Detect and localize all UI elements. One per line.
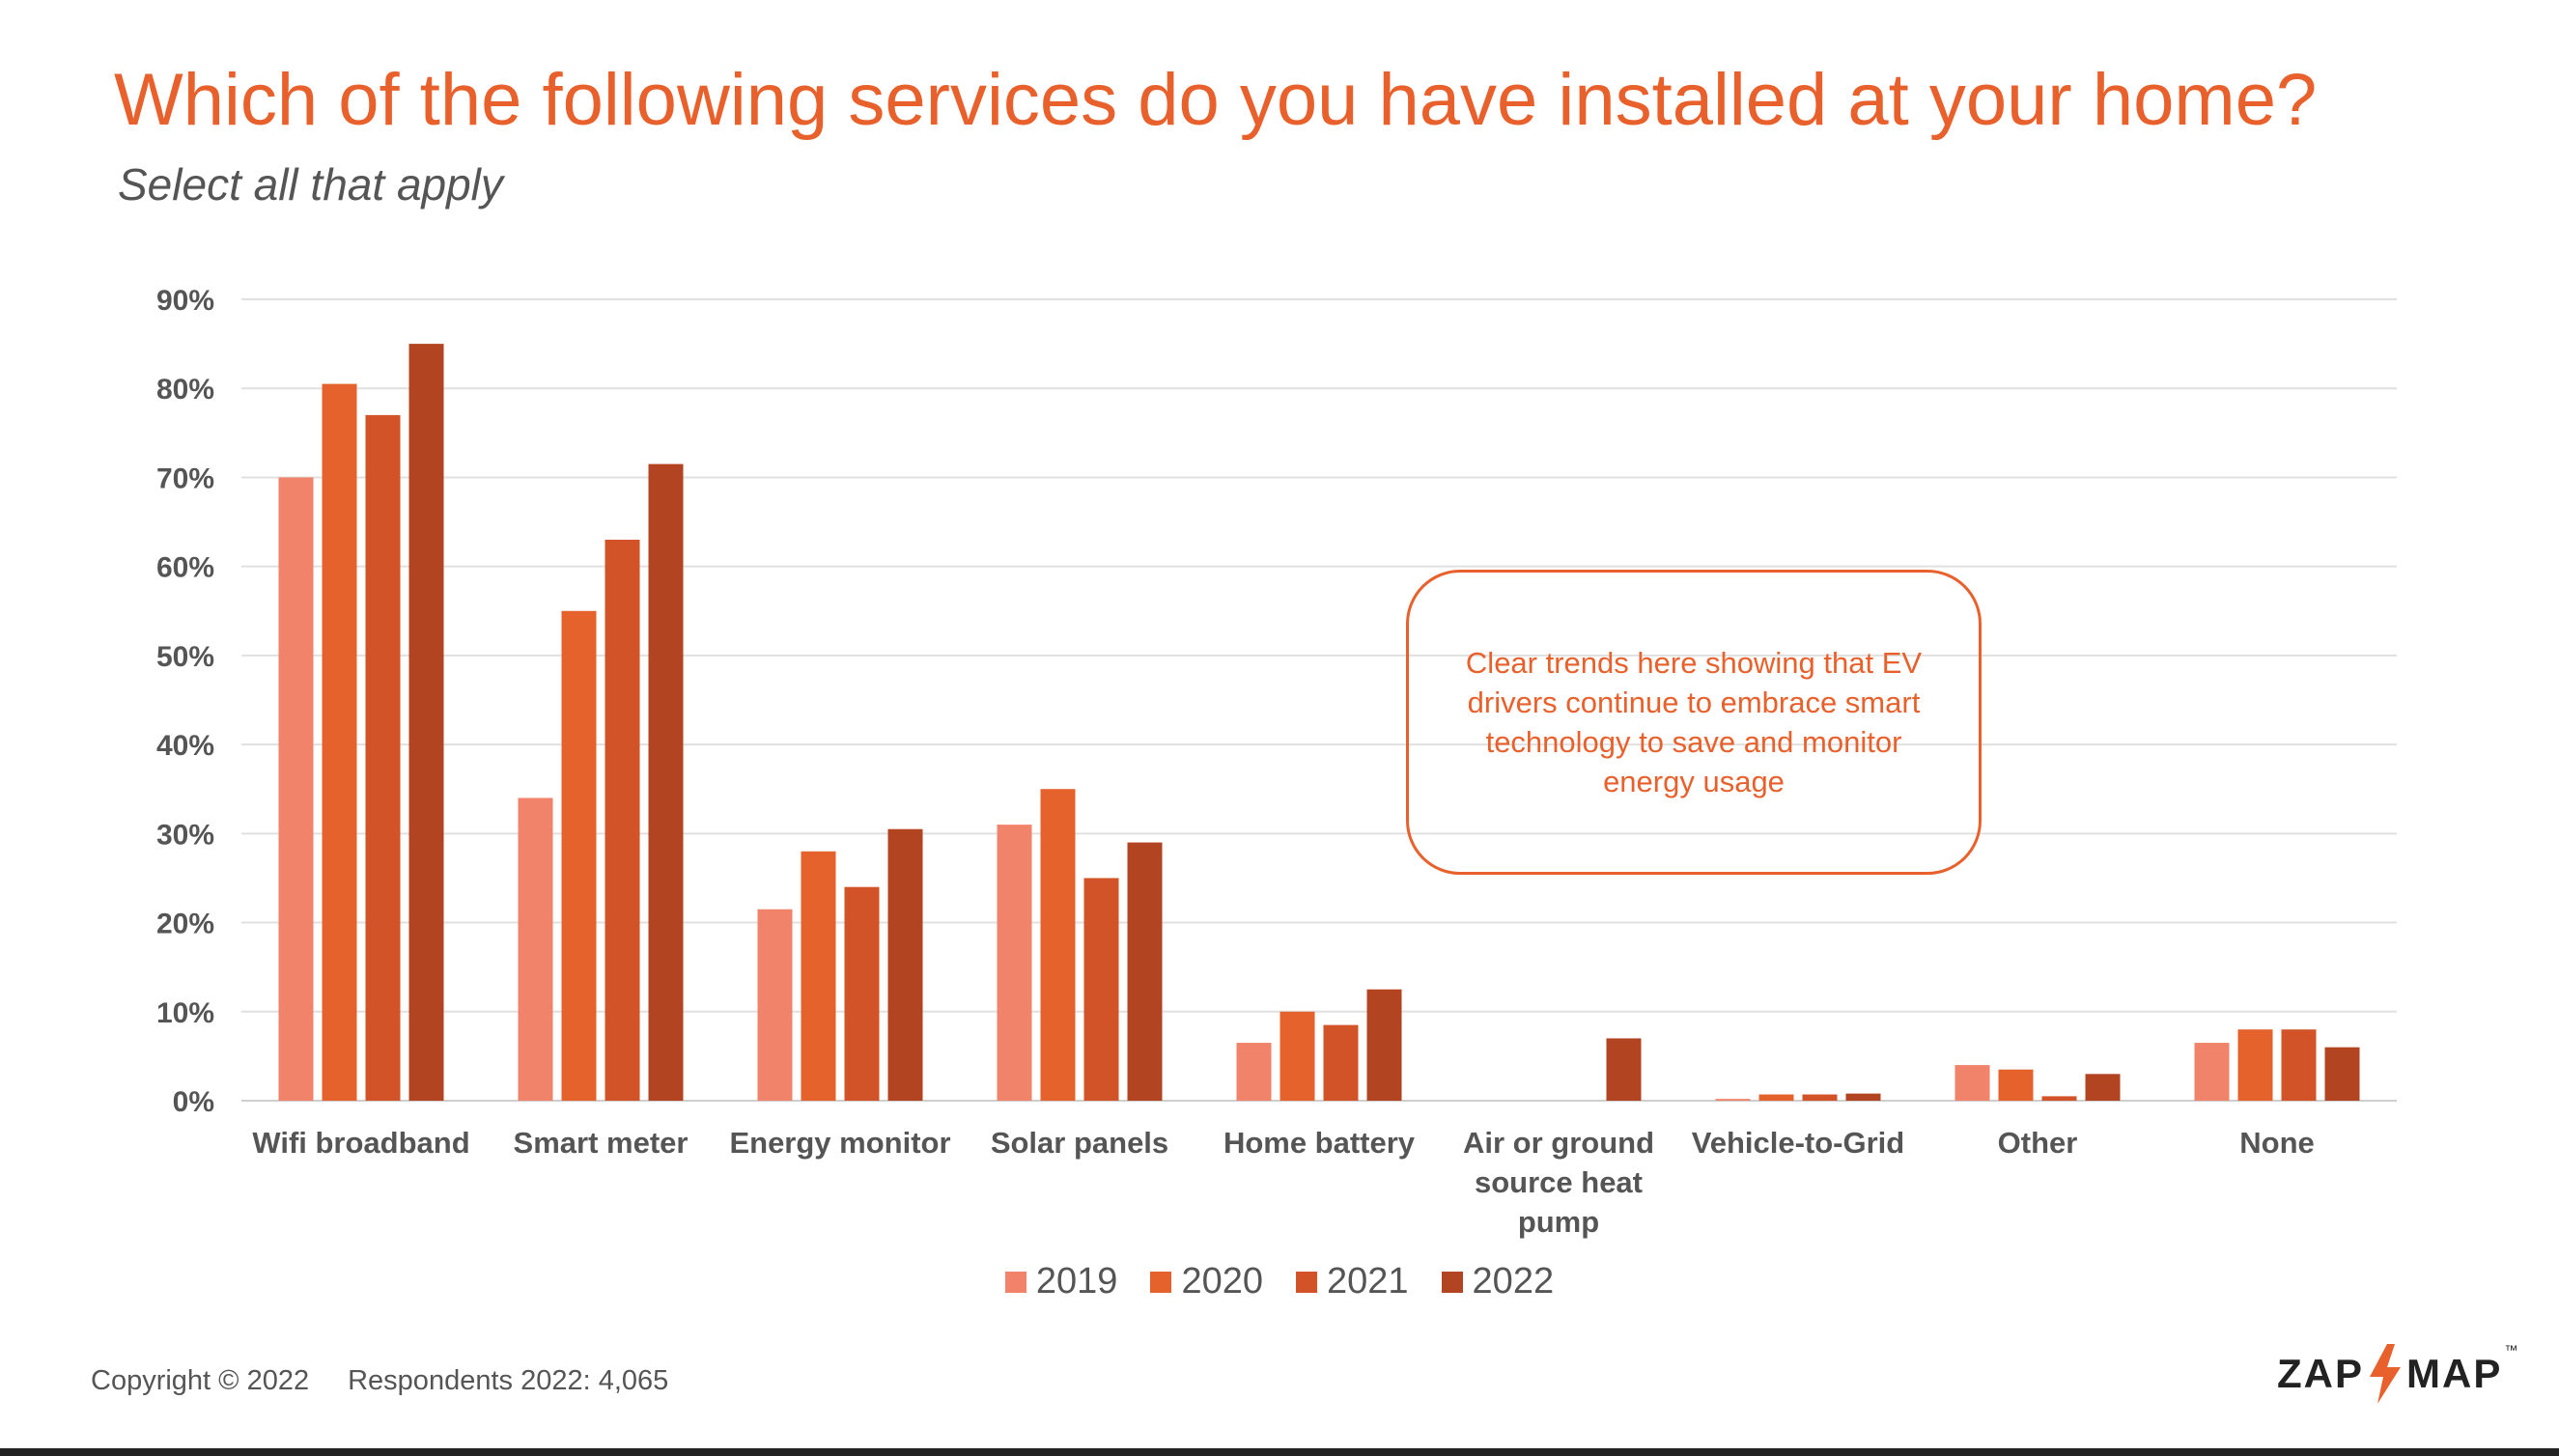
legend-label: 2020 bbox=[1181, 1261, 1263, 1302]
bar-2020 bbox=[2237, 1029, 2273, 1101]
x-tick-label: Other bbox=[1998, 1126, 2078, 1160]
bar-2019 bbox=[1954, 1065, 1990, 1101]
y-tick-label: 90% bbox=[156, 285, 214, 317]
bar-2021 bbox=[1323, 1024, 1359, 1101]
bar-2022 bbox=[887, 828, 923, 1101]
x-tick-label: Smart meter bbox=[514, 1126, 689, 1160]
bar-2022 bbox=[408, 344, 444, 1102]
y-tick-label: 40% bbox=[156, 730, 214, 762]
legend-item-2022: 2022 bbox=[1441, 1261, 1555, 1302]
bottom-border bbox=[0, 1448, 2559, 1456]
legend-swatch bbox=[1150, 1271, 1172, 1293]
legend-item-2019: 2019 bbox=[1004, 1261, 1118, 1302]
x-tick-label: Wifi broadband bbox=[252, 1126, 469, 1160]
x-axis-labels: Wifi broadband Smart meter Energy monitor S… bbox=[252, 1126, 2314, 1239]
y-tick-label: 50% bbox=[156, 641, 214, 673]
bar-2021 bbox=[844, 886, 880, 1101]
legend-label: 2019 bbox=[1035, 1261, 1118, 1302]
x-tick-label: Home battery bbox=[1223, 1126, 1416, 1160]
bar-2019 bbox=[1715, 1099, 1751, 1101]
bar-2019 bbox=[2194, 1043, 2230, 1101]
logo-text-zap: ZAP bbox=[2277, 1351, 2364, 1396]
y-tick-label: 70% bbox=[156, 462, 214, 494]
y-tick-label: 0% bbox=[173, 1086, 214, 1118]
legend-swatch bbox=[1441, 1271, 1463, 1293]
x-tick-label: None bbox=[2239, 1126, 2315, 1160]
footer: Copyright © 2022 Respondents 2022: 4,065 bbox=[91, 1365, 668, 1397]
bar-2022 bbox=[1127, 842, 1163, 1101]
bar-2020 bbox=[322, 383, 357, 1102]
bar-2020 bbox=[1280, 1011, 1315, 1101]
bar-2021 bbox=[1083, 878, 1119, 1101]
chart-subtitle: Select all that apply bbox=[118, 159, 503, 210]
x-tick-label: Vehicle-to-Grid bbox=[1692, 1126, 1904, 1160]
legend-swatch bbox=[1296, 1271, 1317, 1293]
bar-2020 bbox=[801, 851, 836, 1101]
y-tick-label: 10% bbox=[156, 997, 214, 1029]
bar-2021 bbox=[605, 540, 640, 1101]
x-tick-label: Solar panels bbox=[991, 1126, 1168, 1160]
annotation-text: Clear trends here showing that EV driver… bbox=[1465, 646, 1923, 798]
y-tick-label: 30% bbox=[156, 819, 214, 851]
copyright-text: Copyright © 2022 bbox=[91, 1365, 310, 1396]
bar-2021 bbox=[2041, 1096, 2077, 1101]
bar-2022 bbox=[1845, 1093, 1881, 1101]
annotation-callout: Clear trends here showing that EV driver… bbox=[1406, 570, 1982, 875]
bar-chart: 0% 10% 20% 30% 40% 50% 60% 70% 80% 90% Wifi broad… bbox=[156, 285, 2397, 1239]
bar-2019 bbox=[757, 909, 793, 1101]
y-tick-label: 80% bbox=[156, 374, 214, 406]
y-tick-label: 60% bbox=[156, 552, 214, 584]
x-tick-label: Energy monitor bbox=[729, 1126, 950, 1160]
bar-2022 bbox=[1606, 1038, 1642, 1101]
bar-2021 bbox=[2281, 1029, 2317, 1101]
logo-text-map: MAP bbox=[2406, 1351, 2503, 1396]
trademark-mark: ™ bbox=[2504, 1342, 2520, 1358]
bar-2020 bbox=[1040, 789, 1076, 1101]
y-axis-ticks: 0% 10% 20% 30% 40% 50% 60% 70% 80% 90% bbox=[156, 285, 214, 1118]
bar-2020 bbox=[1998, 1069, 2034, 1101]
legend-item-2021: 2021 bbox=[1296, 1261, 1409, 1302]
bar-2019 bbox=[518, 798, 553, 1101]
bar-2022 bbox=[1366, 989, 1402, 1101]
gridlines bbox=[241, 298, 2397, 1102]
legend-label: 2021 bbox=[1327, 1261, 1409, 1302]
legend: 2019 2020 2021 2022 bbox=[0, 1261, 2559, 1302]
chart-title: Which of the following services do you h… bbox=[114, 59, 2318, 141]
bar-2021 bbox=[365, 414, 401, 1101]
bars bbox=[278, 344, 2360, 1102]
lightning-bolt-icon bbox=[2370, 1344, 2401, 1404]
legend-label: 2022 bbox=[1472, 1261, 1555, 1302]
bar-2022 bbox=[2085, 1074, 2121, 1101]
x-tick-label: Air or ground source heat pump bbox=[1463, 1126, 1654, 1239]
bar-2020 bbox=[561, 610, 597, 1101]
bar-2021 bbox=[1802, 1094, 1838, 1101]
bar-2022 bbox=[648, 463, 684, 1102]
bar-2022 bbox=[2324, 1047, 2360, 1101]
bar-2019 bbox=[997, 825, 1032, 1101]
legend-swatch bbox=[1004, 1271, 1026, 1293]
bar-2020 bbox=[1758, 1094, 1794, 1101]
y-tick-label: 20% bbox=[156, 909, 214, 940]
respondents-text: Respondents 2022: 4,065 bbox=[348, 1365, 669, 1396]
bar-2019 bbox=[1236, 1043, 1272, 1101]
legend-item-2020: 2020 bbox=[1150, 1261, 1263, 1302]
bar-2019 bbox=[278, 477, 314, 1101]
zapmap-logo: ZAP MAP ™ bbox=[2277, 1342, 2519, 1406]
